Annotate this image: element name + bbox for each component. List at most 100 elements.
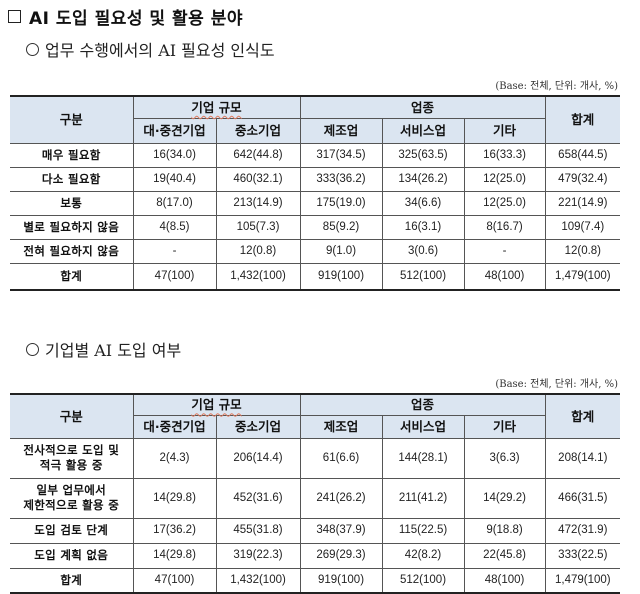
cell: 642(44.8) (215, 142, 301, 168)
cell: 134(26.2) (381, 166, 465, 192)
cell: 16(34.0) (132, 142, 217, 168)
table-row: 보통 8(17.0) 213(14.9) 175(19.0) 34(6.6) 1… (10, 190, 621, 216)
header-manufacturing: 제조업 (299, 117, 383, 144)
header-total: 합계 (544, 95, 621, 144)
cell: 19(40.4) (132, 166, 217, 192)
table-row: 매우 필요함 16(34.0) 642(44.8) 317(34.5) 325(… (10, 142, 621, 168)
header-service: 서비스업 (381, 414, 465, 439)
table-header-row: 구분 기업 규모 업종 합계 (10, 393, 621, 439)
cell: 47(100) (132, 567, 217, 594)
cell: 22(45.8) (463, 542, 546, 569)
cell: 269(29.3) (299, 542, 383, 569)
cell: 16(33.3) (463, 142, 546, 168)
cell: 512(100) (381, 567, 465, 594)
row-label-line: 전사적으로 도입 및 (23, 443, 120, 457)
cell: 1,479(100) (544, 567, 621, 594)
table-total-row: 합계 47(100) 1,432(100) 919(100) 512(100) … (10, 262, 621, 291)
cell: 333(36.2) (299, 166, 383, 192)
cell: 115(22.5) (381, 517, 465, 544)
cell: 325(63.5) (381, 142, 465, 168)
cell: 319(22.3) (215, 542, 301, 569)
header-category: 구분 (10, 95, 134, 144)
table1-base-note: (Base: 전체, 단위: 개사, %) (495, 81, 618, 92)
cell: 48(100) (463, 262, 546, 291)
cell: 34(6.6) (381, 190, 465, 216)
cell: 919(100) (299, 567, 383, 594)
cell: - (463, 238, 546, 264)
cell: 12(0.8) (215, 238, 301, 264)
cell: 213(14.9) (215, 190, 301, 216)
row-label: 합계 (10, 567, 134, 594)
circle-bullet-icon (26, 342, 39, 356)
cell: 109(7.4) (544, 214, 621, 240)
cell: 144(28.1) (381, 437, 465, 479)
cell: 1,432(100) (215, 262, 301, 291)
table-total-row: 합계 47(100) 1,432(100) 919(100) 512(100) … (10, 567, 621, 594)
table1-subtitle-text: 업무 수행에서의 AI 필요성 인식도 (45, 41, 275, 60)
row-label-line: 일부 업무에서 (36, 483, 107, 497)
header-sme: 중소기업 (215, 117, 301, 144)
cell: 455(31.8) (215, 517, 301, 544)
cell: 208(14.1) (544, 437, 621, 479)
cell: 9(1.0) (299, 238, 383, 264)
header-group-company-size: 기업 규모 (132, 393, 301, 416)
header-group-industry: 업종 (299, 95, 546, 119)
header-group-company-size-text: 기업 규모 (191, 397, 242, 413)
table1-subtitle: 업무 수행에서의 AI 필요성 인식도 (26, 37, 275, 61)
header-manufacturing: 제조업 (299, 414, 383, 439)
table-row: 일부 업무에서 제한적으로 활용 중 14(29.8) 452(31.6) 24… (10, 477, 621, 519)
header-other: 기타 (463, 117, 546, 144)
row-label: 보통 (10, 190, 134, 216)
cell: 3(0.6) (381, 238, 465, 264)
cell: 42(8.2) (381, 542, 465, 569)
cell: 14(29.8) (132, 542, 217, 569)
header-large-mid: 대·중견기업 (133, 117, 217, 144)
checkbox-square-icon (8, 10, 21, 23)
cell: 452(31.6) (215, 477, 301, 519)
section-title-text: AI 도입 필요성 및 활용 분야 (29, 9, 243, 29)
table-row: 도입 검토 단계 17(36.2) 455(31.8) 348(37.9) 11… (10, 517, 621, 544)
table-row: 다소 필요함 19(40.4) 460(32.1) 333(36.2) 134(… (10, 166, 621, 192)
cell: 1,479(100) (544, 262, 621, 291)
section-title: AI 도입 필요성 및 활용 분야 (8, 4, 243, 29)
table-header-row: 구분 기업 규모 업종 합계 (10, 95, 621, 144)
cell: 333(22.5) (544, 542, 621, 569)
cell: 211(41.2) (381, 477, 465, 519)
header-group-company-size: 기업 규모 (132, 95, 301, 119)
table-row: 전혀 필요하지 않음 - 12(0.8) 9(1.0) 3(0.6) - 12(… (10, 238, 621, 264)
header-group-industry: 업종 (299, 393, 546, 416)
cell: 61(6.6) (299, 437, 383, 479)
table2-subtitle-text: 기업별 AI 도입 여부 (45, 341, 182, 360)
row-label: 별로 필요하지 않음 (10, 214, 134, 240)
cell: 206(14.4) (215, 437, 301, 479)
cell: 9(18.8) (463, 517, 546, 544)
cell: 16(3.1) (381, 214, 465, 240)
cell: 919(100) (299, 262, 383, 291)
cell: 14(29.2) (463, 477, 546, 519)
table-row: 별로 필요하지 않음 4(8.5) 105(7.3) 85(9.2) 16(3.… (10, 214, 621, 240)
table2-subtitle: 기업별 AI 도입 여부 (26, 337, 181, 361)
cell: 8(16.7) (463, 214, 546, 240)
header-large-mid: 대·중견기업 (133, 414, 217, 439)
cell: 175(19.0) (299, 190, 383, 216)
row-label: 전사적으로 도입 및 적극 활용 중 (10, 437, 134, 479)
cell: 3(6.3) (463, 437, 546, 479)
table-row: 도입 계획 없음 14(29.8) 319(22.3) 269(29.3) 42… (10, 542, 621, 569)
row-label: 합계 (10, 262, 134, 291)
header-other: 기타 (463, 414, 546, 439)
cell: 348(37.9) (299, 517, 383, 544)
cell: 8(17.0) (132, 190, 217, 216)
cell: 466(31.5) (544, 477, 621, 519)
cell: 2(4.3) (132, 437, 217, 479)
header-sme: 중소기업 (215, 414, 301, 439)
ai-adoption-table: 구분 기업 규모 업종 합계 대·중견기업 중소기업 제조업 서비스업 기타 전… (10, 393, 621, 594)
cell: 48(100) (463, 567, 546, 594)
cell: 12(25.0) (463, 166, 546, 192)
ai-necessity-table: 구분 기업 규모 업종 합계 대·중견기업 중소기업 제조업 서비스업 기타 매… (10, 95, 621, 291)
cell: 12(25.0) (463, 190, 546, 216)
cell: 241(26.2) (299, 477, 383, 519)
cell: 221(14.9) (544, 190, 621, 216)
header-service: 서비스업 (381, 117, 465, 144)
cell: 512(100) (381, 262, 465, 291)
row-label-line: 적극 활용 중 (39, 458, 103, 472)
